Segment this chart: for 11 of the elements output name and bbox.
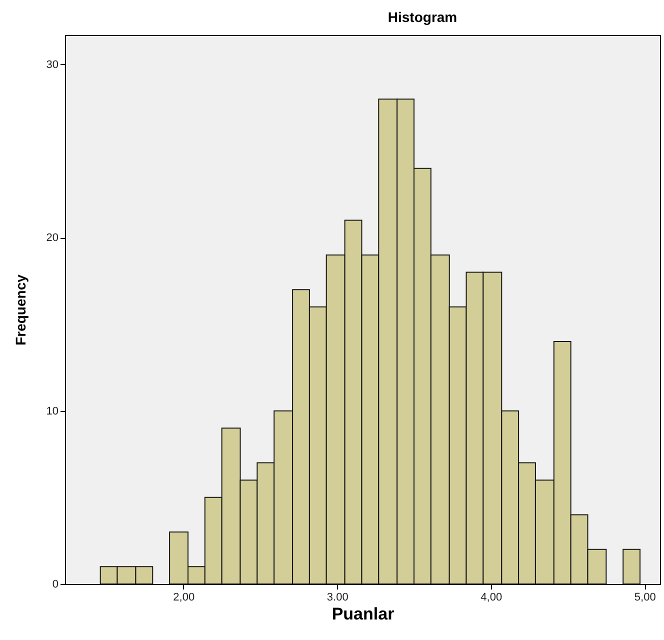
y-tick-label: 0 [52, 578, 58, 590]
y-tick-label: 20 [46, 232, 58, 244]
x-tick-label: 3.00 [326, 592, 348, 604]
y-tick-label: 10 [46, 405, 58, 418]
x-axis-title: Puanlar [332, 604, 395, 624]
y-tick-label: 30 [46, 58, 58, 71]
y-axis-title: Frequency [12, 274, 28, 346]
x-tick-label: 4,00 [480, 592, 502, 604]
chart-title: Histogram [388, 9, 458, 25]
x-tick-label: 5,00 [634, 592, 656, 604]
x-tick-label: 2,00 [173, 592, 195, 604]
